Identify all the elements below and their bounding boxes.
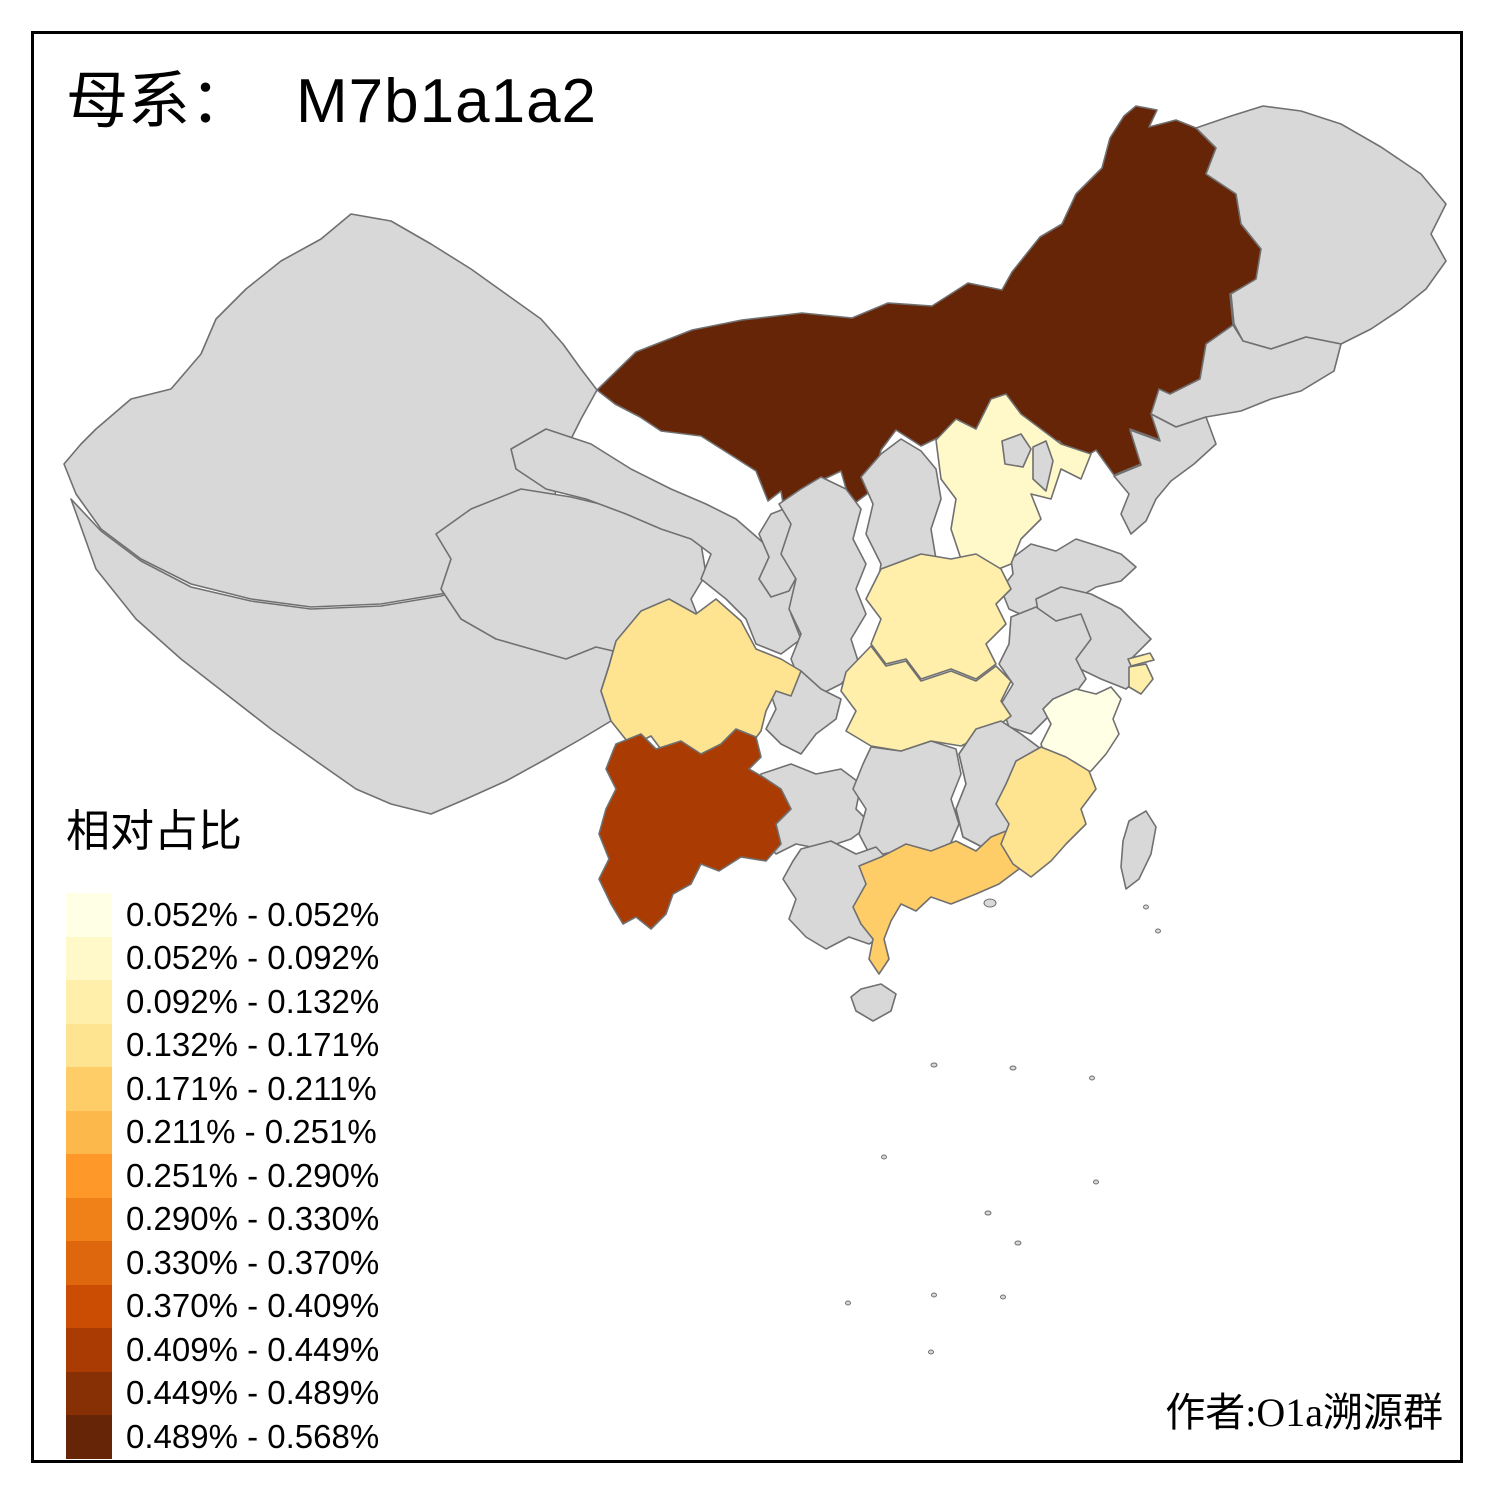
island-speck [1014, 1240, 1022, 1246]
legend-item: 0.489% - 0.568% [66, 1415, 379, 1459]
legend-label: 0.132% - 0.171% [126, 1026, 380, 1064]
legend-item: 0.290% - 0.330% [66, 1197, 380, 1241]
province-sichuan [600, 598, 802, 770]
legend-swatch [66, 1067, 112, 1111]
legend-label: 0.171% - 0.211% [126, 1069, 377, 1107]
province-hainan [850, 983, 897, 1022]
title-haplogroup: M7b1a1a2 [296, 67, 598, 136]
legend-swatch [66, 1415, 112, 1459]
legend-label: 0.449% - 0.489% [126, 1374, 380, 1412]
island-speck [1009, 1065, 1017, 1071]
province-shaanxi [778, 476, 867, 695]
island-speck [845, 1300, 851, 1306]
legend-swatch [66, 1284, 112, 1328]
legend-swatch [66, 1110, 112, 1154]
legend-label: 0.409% - 0.449% [126, 1330, 380, 1368]
island-speck [930, 1062, 938, 1068]
title-prefix: 母系： [66, 68, 253, 136]
legend-label: 0.251% - 0.290% [126, 1156, 380, 1194]
province-heilongjiang [1195, 105, 1447, 350]
legend-swatch [66, 936, 112, 980]
island-speck [881, 1154, 887, 1160]
legend-swatch [66, 893, 112, 937]
island-speck [1000, 1294, 1006, 1300]
legend-swatch [66, 1023, 112, 1067]
province-henan [865, 553, 1012, 680]
legend-label: 0.330% - 0.370% [126, 1243, 380, 1281]
legend-swatch [66, 1328, 112, 1372]
legend-title: 相对占比 [66, 807, 242, 856]
legend-label: 0.052% - 0.052% [126, 895, 380, 933]
legend-item: 0.092% - 0.132% [66, 980, 379, 1024]
legend-item: 0.052% - 0.052% [66, 893, 379, 937]
province-shanghai [1128, 663, 1154, 695]
legend-item: 0.409% - 0.449% [66, 1328, 379, 1372]
legend-label: 0.370% - 0.409% [126, 1287, 380, 1325]
legend-item: 0.132% - 0.171% [66, 1023, 380, 1067]
legend-swatch [66, 1154, 112, 1198]
legend: 相对占比 0.052% - 0.052% 0.052% - 0.092% 0.092… [66, 795, 379, 1459]
legend-item: 0.052% - 0.092% [66, 936, 380, 980]
province-liaoning [1113, 413, 1217, 535]
legend-item: 0.449% - 0.489% [66, 1371, 380, 1415]
legend-item: 0.171% - 0.211% [66, 1067, 379, 1111]
legend-item: 0.211% - 0.251% [66, 1110, 379, 1154]
legend-swatch [66, 980, 112, 1024]
province-hunan [852, 740, 962, 862]
legend-label: 0.489% - 0.568% [126, 1417, 380, 1455]
province-tianjin [1032, 440, 1054, 492]
legend-item: 0.330% - 0.370% [66, 1241, 379, 1285]
legend-item: 0.370% - 0.409% [66, 1284, 380, 1328]
province-taiwan [1120, 810, 1157, 890]
province-shanghai [1127, 652, 1155, 667]
coastal-islands [845, 898, 1161, 1355]
legend-swatch [66, 1371, 112, 1415]
hong-kong-islands [983, 898, 997, 908]
legend-label: 0.092% - 0.132% [126, 982, 380, 1020]
legend-label: 0.052% - 0.092% [126, 939, 380, 977]
island-speck [1093, 1179, 1099, 1185]
island-speck [1143, 904, 1149, 910]
island-speck [1155, 928, 1161, 934]
island-speck [1089, 1075, 1095, 1081]
legend-item: 0.251% - 0.290% [66, 1154, 379, 1198]
legend-label: 0.290% - 0.330% [126, 1200, 380, 1238]
province-guangdong [852, 828, 1035, 975]
province-hubei [840, 645, 1012, 752]
island-speck [928, 1349, 934, 1355]
province-yunnan [598, 728, 792, 930]
legend-label: 0.211% - 0.251% [126, 1113, 377, 1151]
island-speck [984, 1210, 992, 1216]
map-title: 母系： M7b1a1a2 [66, 67, 598, 136]
province-gansu [510, 428, 802, 655]
province-hebei [935, 393, 1092, 575]
province-xinjiang [63, 213, 598, 608]
legend-items: 0.052% - 0.052% 0.052% - 0.092% 0.092% - 0… [66, 893, 379, 1459]
legend-swatch [66, 1241, 112, 1285]
attribution: 作者:O1a溯源群 [1165, 1390, 1443, 1435]
province-fujian [995, 746, 1097, 878]
legend-swatch [66, 1197, 112, 1241]
island-speck [931, 1292, 937, 1298]
province-beijing [1001, 433, 1032, 468]
province-shandong [1000, 538, 1137, 620]
